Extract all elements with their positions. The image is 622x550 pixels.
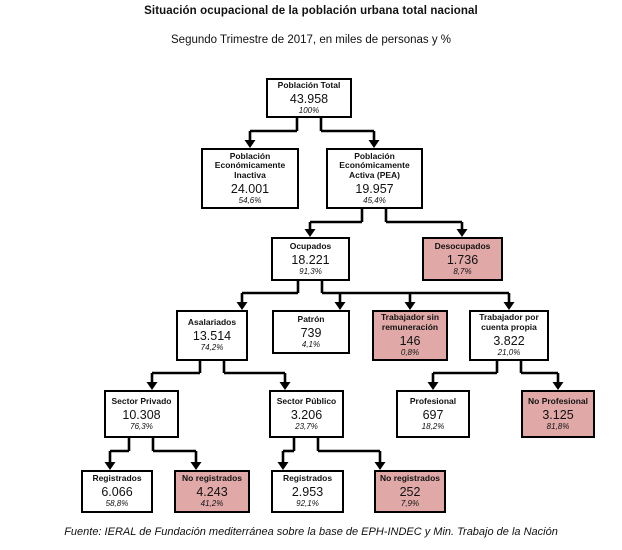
node-label: No registrados: [182, 473, 242, 484]
node-percent: 4,1%: [301, 339, 321, 349]
node-value: 13.514: [192, 329, 232, 344]
node-label: Profesional: [409, 395, 457, 406]
node-percent: 18,2%: [421, 421, 445, 431]
node-percent: 100%: [298, 105, 320, 115]
node-sector-publico: Sector Público 3.206 23,7%: [269, 390, 344, 438]
node-percent: 7,9%: [400, 499, 420, 509]
node-percent: 76,3%: [130, 421, 153, 431]
node-percent: 45,4%: [363, 196, 386, 206]
node-percent: 41,2%: [200, 499, 224, 509]
node-trabajador-cuenta-propia: Trabajador por cuenta propia 3.822 21,0%: [469, 310, 549, 361]
node-registrados-privado: Registrados 6.066 58,8%: [81, 470, 153, 513]
node-value: 43.958: [289, 91, 329, 106]
source-note: Fuente: IERAL de Fundación mediterránea …: [64, 526, 558, 538]
node-ocupados: Ocupados 18.221 91,3%: [271, 237, 350, 281]
node-label: No Profesional: [528, 395, 588, 406]
node-label: Desocupados: [434, 240, 491, 251]
node-poblacion-activa-pea: Población Económicamente Activa (PEA) 19…: [326, 148, 423, 209]
node-percent: 58,8%: [105, 499, 129, 509]
node-percent: 0,8%: [400, 348, 420, 358]
node-percent: 92,1%: [296, 499, 319, 509]
node-percent: 74,2%: [200, 343, 224, 353]
node-no-registrados-privado: No registrados 4.243 41,2%: [174, 470, 250, 513]
node-sector-privado: Sector Privado 10.308 76,3%: [104, 390, 179, 438]
node-value: 2.953: [291, 485, 324, 500]
node-percent: 8,7%: [453, 266, 472, 276]
node-value: 252: [399, 485, 421, 500]
diagram-title: Situación ocupacional de la población ur…: [144, 5, 478, 17]
node-value: 10.308: [122, 407, 161, 422]
node-desocupados: Desocupados 1.736 8,7%: [422, 237, 503, 281]
node-value: 18.221: [291, 252, 330, 267]
node-label: Registrados: [282, 473, 333, 484]
node-registrados-publico: Registrados 2.953 92,1%: [271, 470, 344, 513]
node-patron: Patrón 739 4,1%: [272, 310, 350, 354]
node-profesional: Profesional 697 18,2%: [396, 390, 470, 438]
node-label: Trabajador por cuenta propia: [479, 312, 539, 333]
node-label: Población Económicamente Inactiva: [214, 150, 286, 181]
node-percent: 23,7%: [295, 421, 318, 431]
node-value: 3.125: [542, 407, 574, 422]
node-poblacion-inactiva: Población Económicamente Inactiva 24.001…: [201, 148, 299, 209]
node-percent: 81,8%: [546, 421, 570, 431]
node-value: 24.001: [230, 181, 270, 196]
node-percent: 21,0%: [497, 348, 521, 358]
node-percent: 91,3%: [299, 266, 322, 276]
diagram-subtitle: Segundo Trimestre de 2017, en miles de p…: [171, 34, 451, 46]
node-no-profesional: No Profesional 3.125 81,8%: [521, 390, 595, 438]
node-value: 1.736: [446, 252, 479, 267]
node-label: Asalariados: [187, 317, 237, 328]
node-label: Sector Público: [276, 395, 337, 406]
node-label: Población Económicamente Activa (PEA): [339, 150, 410, 181]
node-value: 4.243: [196, 485, 228, 500]
node-trabajador-sin-remuneracion: Trabajador sin remuneración 146 0,8%: [372, 310, 448, 361]
node-value: 3.206: [290, 407, 323, 422]
node-no-registrados-publico: No registrados 252 7,9%: [374, 470, 446, 513]
node-label: Sector Privado: [111, 395, 172, 406]
node-value: 19.957: [355, 181, 394, 196]
node-value: 6.066: [101, 485, 133, 500]
node-value: 146: [399, 333, 421, 348]
node-label: Trabajador sin remuneración: [380, 312, 440, 333]
node-percent: 54,6%: [238, 196, 262, 206]
node-value: 3.822: [493, 333, 525, 348]
node-label: Ocupados: [289, 240, 332, 251]
node-value: 739: [300, 325, 322, 340]
node-value: 697: [422, 407, 444, 422]
node-label: Registrados: [92, 473, 142, 484]
node-label: Patrón: [297, 313, 325, 324]
node-asalariados: Asalariados 13.514 74,2%: [176, 310, 248, 361]
node-poblacion-total: Población Total 43.958 100%: [266, 78, 352, 118]
node-label: No registrados: [380, 473, 440, 484]
node-label: Población Total: [277, 79, 341, 90]
